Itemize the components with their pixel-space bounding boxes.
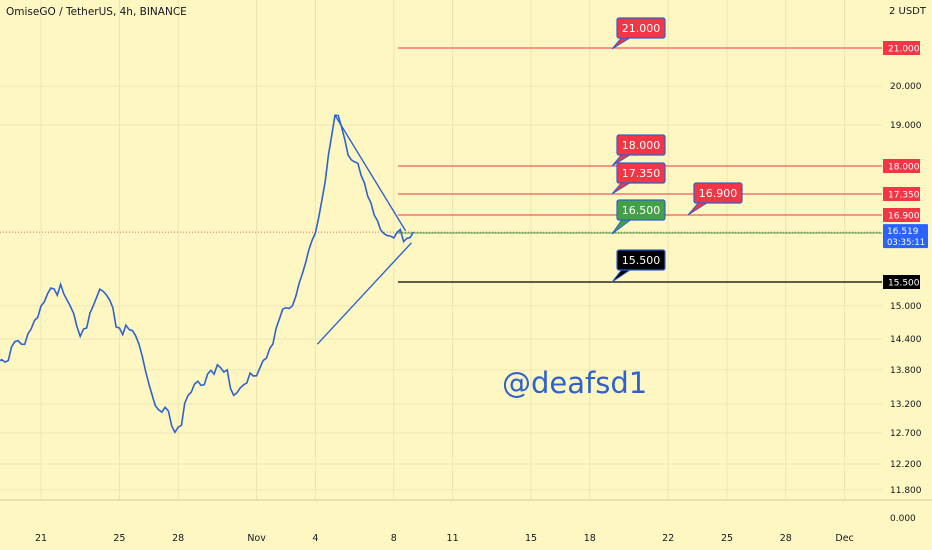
- callout-label: 16.900: [699, 187, 738, 200]
- price-axis-tick: 12.200: [890, 460, 922, 470]
- price-axis-tick: 12.700: [890, 429, 922, 439]
- callout-21.000[interactable]: 21.000: [611, 17, 666, 50]
- price-tag-text: 17.350: [888, 191, 920, 201]
- triangle-upper-trendline[interactable]: [334, 114, 407, 232]
- callout-label: 18.000: [622, 139, 661, 152]
- time-axis[interactable]: 21 25 28 Nov 4 8 11 15 18 22 25 28 Dec: [0, 499, 932, 544]
- callout-box: [616, 17, 666, 39]
- price-tag-text: 18.000: [888, 163, 920, 173]
- price-axis[interactable]: 20.000 19.000 15.000 14.400 13.800 13.200 12.7…: [883, 41, 928, 524]
- callout-box: [693, 182, 743, 204]
- time-axis-tick: 28: [172, 533, 184, 544]
- callout-box: [616, 249, 666, 271]
- price-axis-tick: 19.000: [890, 121, 922, 131]
- time-axis-tick: 8: [391, 533, 397, 544]
- time-axis-tick: 18: [584, 533, 596, 544]
- price-tag-21.000[interactable]: [883, 41, 920, 55]
- price-tag-15.500[interactable]: [883, 275, 920, 289]
- price-axis-tick: 20.000: [890, 82, 922, 92]
- price-axis-tick: 11.800: [890, 486, 922, 496]
- callout-16.900[interactable]: 16.900: [687, 182, 743, 216]
- price-axis-tick: 13.800: [890, 366, 922, 376]
- chart-title: OmiseGO / TetherUS, 4h, BINANCE: [6, 6, 187, 18]
- callout-16.500[interactable]: 16.500: [611, 199, 666, 235]
- countdown-timer: 03:35:11: [887, 238, 925, 248]
- callout-box: [616, 134, 666, 156]
- price-tag-16.900[interactable]: [883, 208, 920, 222]
- price-tag-text: 21.000: [888, 45, 920, 55]
- watermark-text: @deafsd1: [502, 366, 648, 400]
- time-axis-tick: 11: [447, 533, 459, 544]
- time-axis-tick: 28: [780, 533, 792, 544]
- price-axis-tick: 15.000: [890, 302, 922, 312]
- price-axis-tick: 14.400: [890, 335, 922, 345]
- grid: [0, 0, 882, 500]
- callouts: 21.000 18.000 17.350 16.500 15.500 16.900: [611, 17, 743, 283]
- price-axis-tick: 0.000: [890, 514, 916, 524]
- current-price-tag[interactable]: [883, 224, 928, 249]
- time-axis-tick: 15: [525, 533, 537, 544]
- time-axis-tick: Nov: [247, 533, 266, 544]
- horizontal-levels: [0, 47, 882, 283]
- callout-label: 15.500: [622, 254, 661, 267]
- callout-label: 21.000: [622, 22, 661, 35]
- callout-label: 17.350: [622, 167, 661, 180]
- callout-15.500[interactable]: 15.500: [611, 249, 666, 283]
- triangle-pattern[interactable]: [316, 114, 412, 345]
- time-axis-tick: 25: [721, 533, 733, 544]
- price-tag-text: 15.500: [888, 279, 920, 289]
- price-tag-text: 16.900: [888, 212, 920, 222]
- price-axis-tick: 13.200: [890, 400, 922, 410]
- current-price-text: 16.519: [887, 227, 919, 237]
- currency-label: 2 USDT: [888, 6, 926, 17]
- time-axis-tick: 21: [35, 533, 47, 544]
- time-axis-tick: 4: [312, 533, 318, 544]
- triangle-lower-trendline[interactable]: [316, 242, 412, 345]
- plot-area[interactable]: [0, 0, 882, 500]
- callout-label: 16.500: [622, 204, 661, 217]
- time-axis-tick: Dec: [835, 533, 853, 544]
- price-tag-18.000[interactable]: [883, 159, 920, 173]
- callout-18.000[interactable]: 18.000: [611, 134, 666, 167]
- time-axis-tick: 22: [662, 533, 674, 544]
- time-axis-tick: 25: [113, 533, 125, 544]
- callout-box: [616, 199, 666, 221]
- callout-box: [616, 162, 666, 184]
- callout-17.350[interactable]: 17.350: [611, 162, 666, 195]
- price-tag-17.350[interactable]: [883, 187, 920, 201]
